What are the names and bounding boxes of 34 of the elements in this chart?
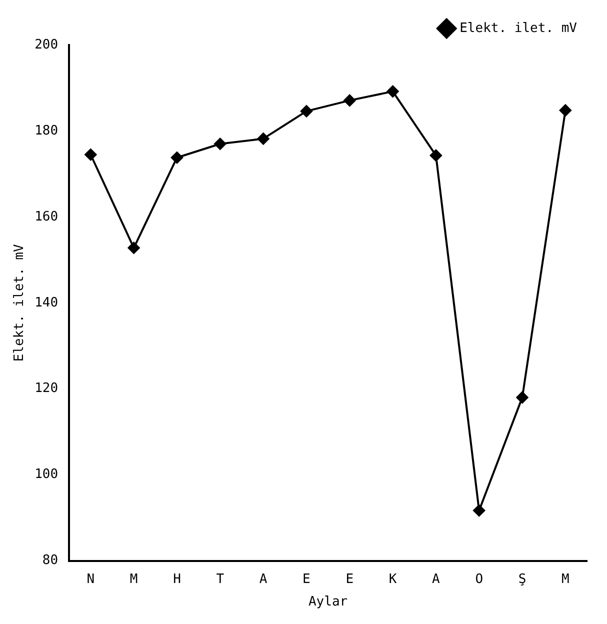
point (559, 104, 572, 116)
y-tick-label: 200 (34, 37, 58, 52)
x-axis-title: Aylar (308, 594, 348, 610)
y-tick-label: 160 (34, 209, 58, 224)
y-tick-label: 80 (42, 553, 58, 568)
x-tick-label: E (346, 572, 354, 587)
x-tick-label: M (130, 572, 138, 587)
point (344, 94, 356, 106)
point (84, 148, 97, 161)
y-tick-label: 120 (34, 381, 58, 396)
point (473, 504, 486, 517)
x-tick-label: E (302, 572, 310, 587)
y-tick-label: 180 (34, 123, 58, 138)
x-tick-label: A (432, 572, 440, 587)
y-tick-label: 140 (34, 295, 58, 310)
x-tick-label: Ş (518, 572, 526, 587)
x-tick-label: H (173, 572, 181, 587)
point (170, 152, 183, 164)
point (214, 138, 226, 150)
point (257, 132, 270, 145)
point (430, 149, 442, 162)
y-tick-label: 100 (34, 467, 58, 482)
x-tick-label: N (86, 572, 95, 587)
point (386, 85, 399, 98)
legend-label: Elekt. ilet. mV (460, 20, 578, 36)
x-tick-label: M (562, 572, 570, 587)
x-tick-label: K (388, 572, 397, 587)
point (300, 105, 312, 118)
point (516, 391, 528, 404)
x-tick-label: A (259, 572, 268, 587)
y-axis-title: Elekt. ilet. mV (12, 244, 28, 362)
point (128, 242, 140, 254)
x-tick-label: T (216, 572, 224, 587)
x-tick-label: O (475, 572, 484, 587)
